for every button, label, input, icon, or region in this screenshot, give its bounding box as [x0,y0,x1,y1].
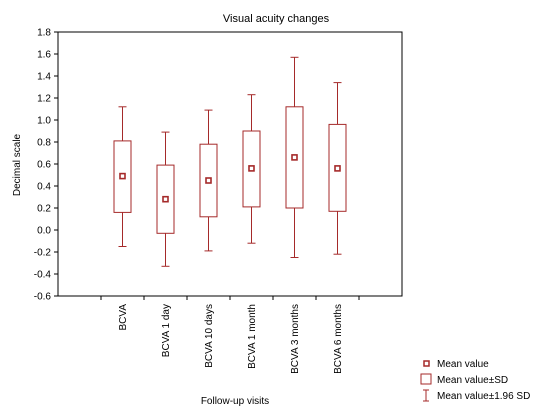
x-axis: BCVA BCVA 1 day BCVA 10 days BCVA 1 month BC… [100,296,360,374]
legend-sd-label: Mean value±SD [437,375,508,386]
legend-mean-marker [423,360,430,367]
mean-marker [119,172,126,180]
y-tick-label: 1.6 [37,50,51,61]
x-tick-label: BCVA 6 months [333,304,344,374]
mean-marker [162,195,169,203]
x-axis-label: Follow-up visits [201,396,269,407]
sd-box [156,164,175,234]
box-series [113,56,347,267]
y-tick-label: 0.8 [37,138,51,149]
legend: Mean value Mean value±SD Mean value±1.96… [420,359,530,402]
y-tick-label: -0.2 [34,248,52,259]
sd-box [285,106,304,209]
legend-ci-label: Mean value±1.96 SD [437,391,530,402]
legend-mean-label: Mean value [437,359,489,370]
legend-sd-marker [420,373,432,385]
y-tick-label: 0.6 [37,160,51,171]
chart-title: Visual acuity changes [223,13,330,25]
mean-marker [334,165,341,172]
plot-frame [57,31,403,297]
y-tick-label: 1.2 [37,94,51,105]
sd-box [199,143,218,218]
box-group [242,94,261,244]
y-tick-label: 1.4 [37,72,51,83]
y-tick-label: 0.2 [37,204,51,215]
box-group [328,82,347,255]
x-tick-label: BCVA 10 days [204,304,215,368]
box-group [285,56,304,258]
y-tick-label: 0.0 [37,226,51,237]
y-tick-label: -0.4 [34,270,52,281]
box-group [156,131,175,267]
y-tick-label: 0.4 [37,182,51,193]
y-axis: -0.6 -0.4 -0.2 0.0 0.2 0.4 0.6 0.8 1.0 1.2 1.4 1.6 1… [34,28,58,303]
x-tick-label: BCVA [118,304,129,331]
mean-marker [291,154,298,161]
mean-marker [248,165,255,172]
y-tick-label: 1.8 [37,28,51,39]
box-group [113,106,132,247]
sd-box [242,130,261,208]
y-tick-label: -0.6 [34,292,52,303]
x-tick-label: BCVA 1 month [247,304,258,369]
sd-box [328,123,347,212]
x-tick-label: BCVA 3 months [290,304,301,374]
box-group [199,109,218,252]
sd-box [113,140,132,213]
mean-marker [205,177,212,184]
y-axis-label: Decimal scale [12,133,23,196]
x-tick-label: BCVA 1 day [161,304,172,357]
y-tick-label: 1.0 [37,116,51,127]
